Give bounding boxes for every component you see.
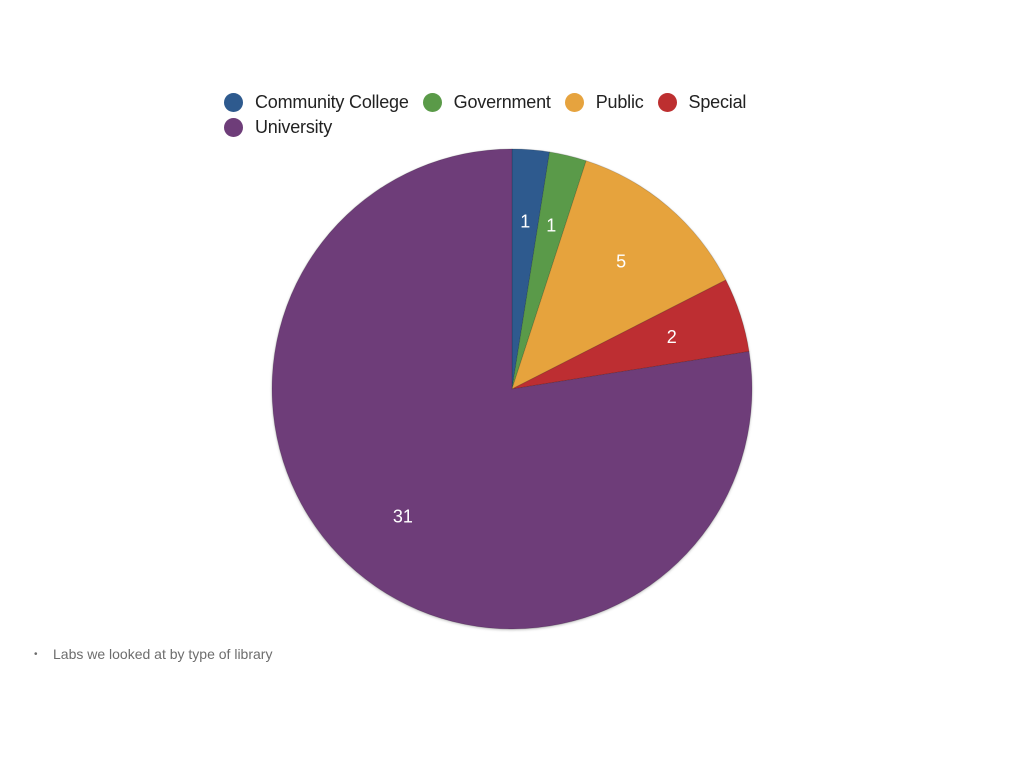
legend-swatch-government xyxy=(422,93,442,112)
caption-text: Labs we looked at by type of library xyxy=(53,646,273,662)
legend-label-public: Public xyxy=(595,92,644,112)
slice-label-university: 31 xyxy=(393,507,413,527)
slice-label-government: 1 xyxy=(546,216,556,236)
legend-swatch-public xyxy=(564,93,584,112)
legend-item-special: Special xyxy=(657,92,747,113)
slide-caption: • Labs we looked at by type of library xyxy=(34,646,272,662)
legend-label-community-college: Community College xyxy=(255,92,409,112)
slice-label-special: 2 xyxy=(667,327,677,347)
legend-swatch-special xyxy=(657,93,677,112)
legend-item-university: University xyxy=(224,117,332,138)
chart-legend: Community College Government Public Special… xyxy=(224,92,804,138)
pie-slice-university xyxy=(271,148,753,630)
legend-item-public: Public xyxy=(564,92,644,113)
slice-label-public: 5 xyxy=(616,251,626,271)
slice-label-community-college: 1 xyxy=(520,212,530,232)
legend-swatch-community-college xyxy=(224,93,243,112)
legend-item-government: Government xyxy=(422,92,551,113)
legend-label-university: University xyxy=(255,117,333,137)
legend-swatch-university xyxy=(224,118,243,137)
legend-label-special: Special xyxy=(688,92,747,112)
bullet-glyph: • xyxy=(34,648,38,660)
legend-item-community-college: Community College xyxy=(224,92,409,113)
pie-slice-public xyxy=(511,160,727,390)
legend-label-government: Government xyxy=(453,92,551,112)
